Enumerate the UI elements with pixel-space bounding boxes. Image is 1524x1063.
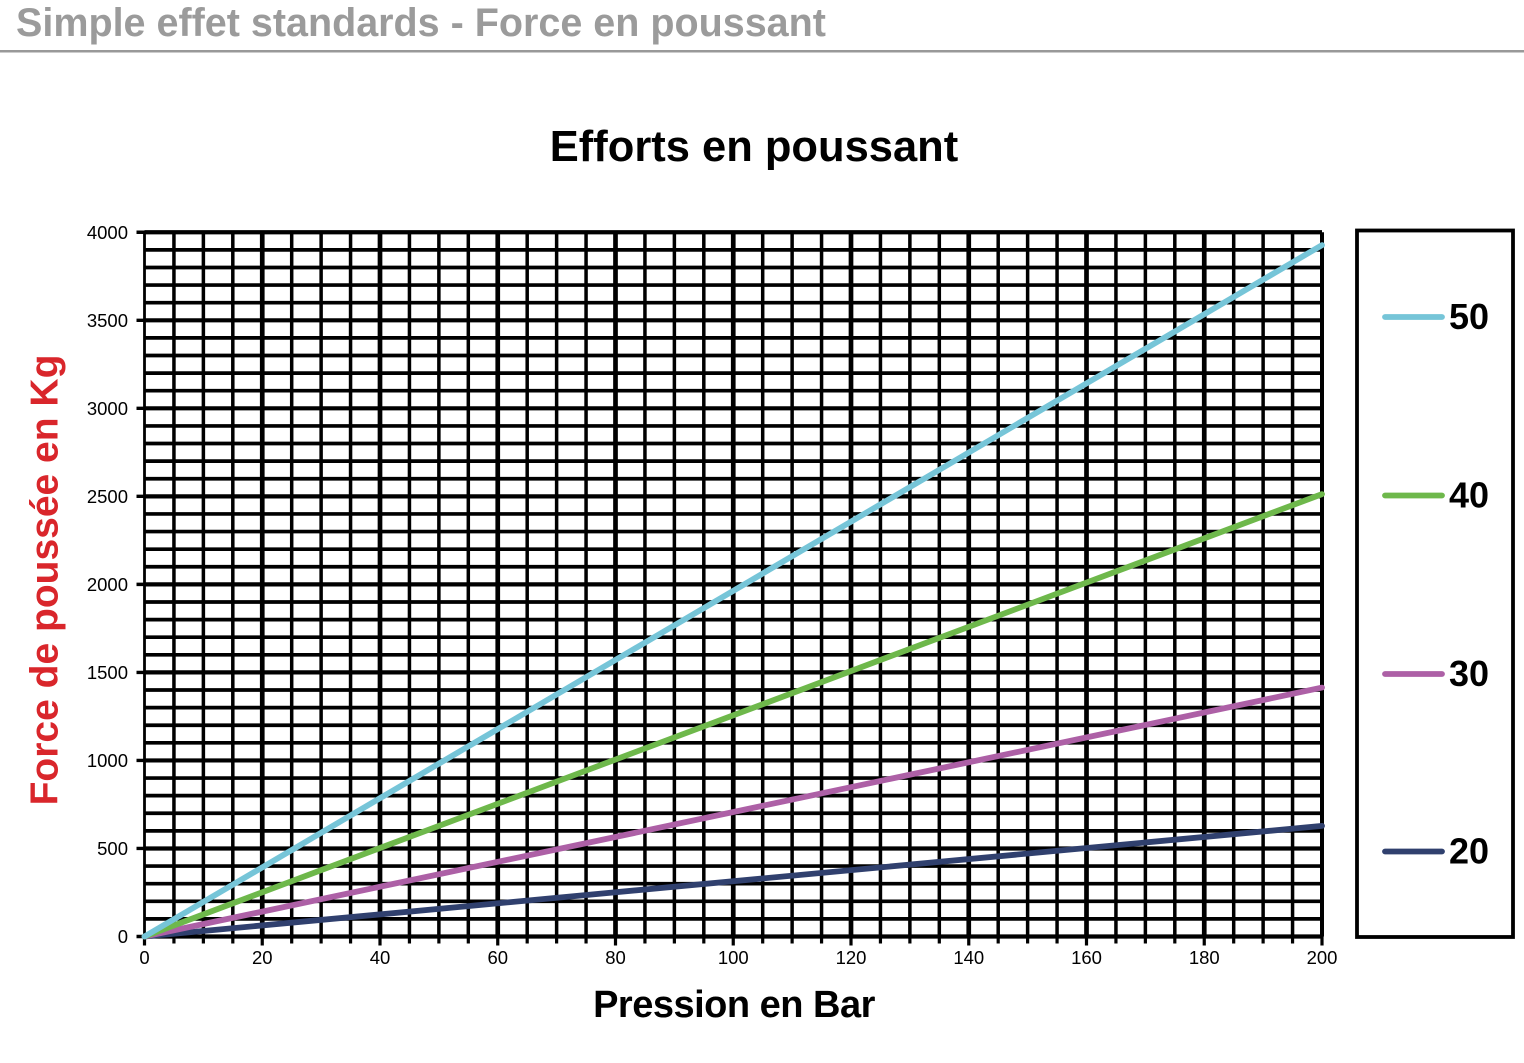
svg-text:40: 40 bbox=[370, 947, 391, 968]
svg-text:Pression en Bar: Pression en Bar bbox=[593, 984, 876, 1026]
svg-text:Efforts en poussant: Efforts en poussant bbox=[550, 123, 958, 171]
svg-text:1000: 1000 bbox=[87, 750, 128, 771]
svg-text:160: 160 bbox=[1071, 947, 1102, 968]
svg-text:180: 180 bbox=[1189, 947, 1220, 968]
svg-text:120: 120 bbox=[836, 947, 867, 968]
svg-text:20: 20 bbox=[252, 947, 273, 968]
svg-text:200: 200 bbox=[1307, 947, 1338, 968]
svg-text:500: 500 bbox=[97, 838, 128, 859]
svg-text:2000: 2000 bbox=[87, 574, 128, 595]
svg-text:30: 30 bbox=[1449, 653, 1489, 694]
svg-text:2500: 2500 bbox=[87, 486, 128, 507]
svg-text:50: 50 bbox=[1449, 296, 1489, 337]
svg-text:Force de poussée en Kg: Force de poussée en Kg bbox=[24, 355, 67, 806]
svg-text:0: 0 bbox=[139, 947, 149, 968]
svg-text:4000: 4000 bbox=[87, 222, 128, 243]
svg-text:3000: 3000 bbox=[87, 398, 128, 419]
svg-text:100: 100 bbox=[718, 947, 749, 968]
svg-text:80: 80 bbox=[605, 947, 626, 968]
svg-text:0: 0 bbox=[118, 926, 128, 947]
svg-text:Simple effet standards - Force: Simple effet standards - Force en poussa… bbox=[16, 1, 826, 45]
svg-text:60: 60 bbox=[487, 947, 508, 968]
svg-text:140: 140 bbox=[953, 947, 984, 968]
svg-text:20: 20 bbox=[1449, 831, 1489, 872]
svg-text:1500: 1500 bbox=[87, 662, 128, 683]
svg-text:40: 40 bbox=[1449, 475, 1489, 516]
svg-text:3500: 3500 bbox=[87, 310, 128, 331]
